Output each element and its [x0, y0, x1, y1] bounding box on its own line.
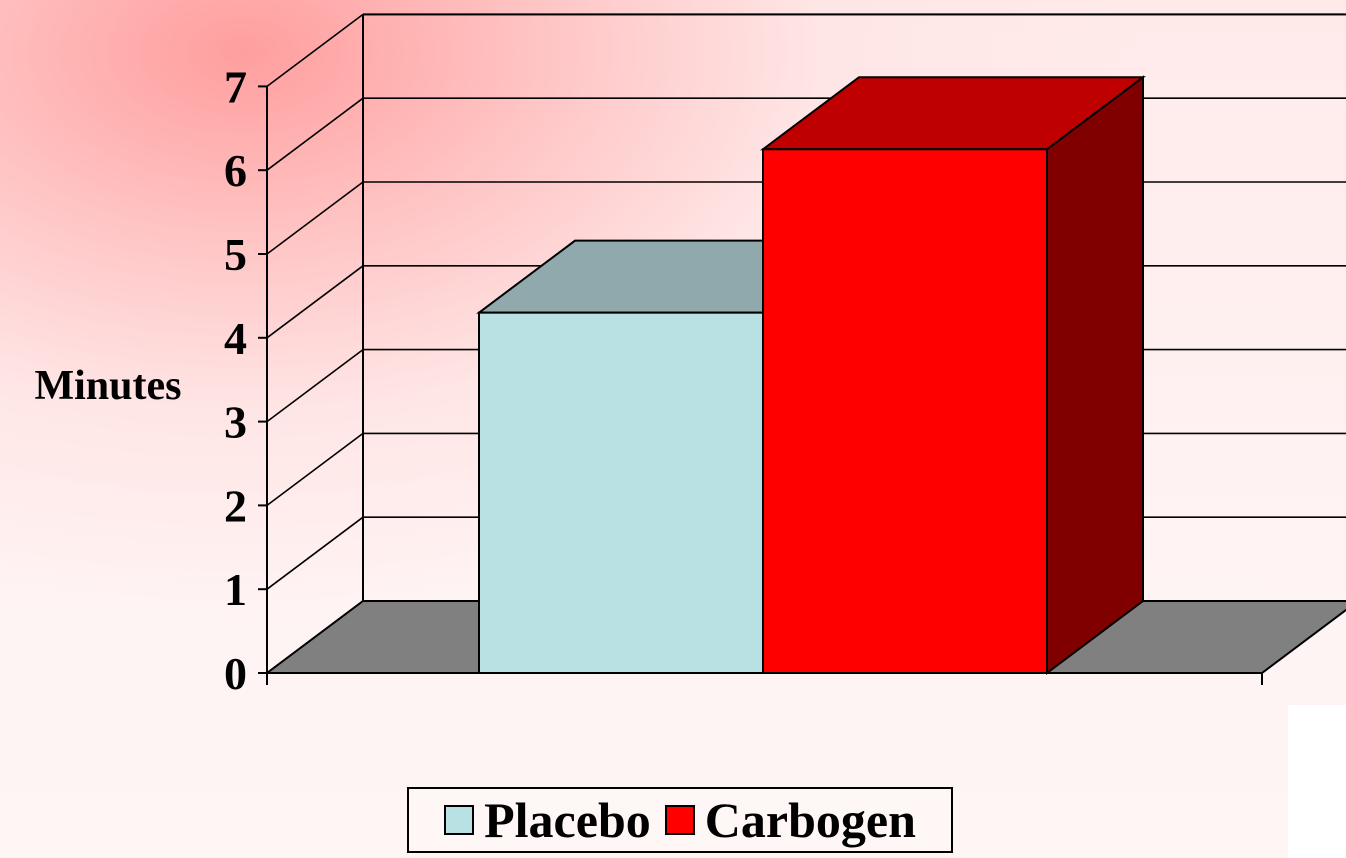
y-tick-label: 0 — [224, 648, 247, 699]
legend-swatch-carbogen — [664, 805, 695, 835]
gridline-diagonal — [266, 432, 364, 507]
legend-item-placebo: Placebo — [444, 795, 651, 845]
legend-label-placebo: Placebo — [484, 792, 651, 848]
y-axis — [258, 85, 1263, 685]
y-tick-label: 2 — [224, 480, 247, 531]
legend-swatch-placebo — [444, 805, 475, 835]
legend-item-carbogen: Carbogen — [664, 792, 916, 848]
y-tick-label: 1 — [224, 564, 247, 615]
legend-label-carbogen: Carbogen — [704, 792, 916, 848]
gridline-diagonal — [266, 265, 364, 339]
gridline-diagonal — [266, 516, 364, 590]
tick-labels: 0 1 2 3 4 5 6 7 — [224, 61, 247, 699]
white-corner-block — [1288, 705, 1346, 858]
gridline-diagonal — [266, 348, 364, 423]
gridline-diagonal — [266, 97, 364, 171]
bar-side-face — [1046, 75, 1144, 675]
y-axis-label: Minutes — [35, 363, 182, 409]
y-tick-label: 7 — [224, 61, 247, 112]
bar-carbogen — [760, 75, 1146, 675]
legend: Placebo Carbogen — [407, 787, 953, 853]
y-tick-label: 5 — [224, 229, 247, 280]
bars — [476, 75, 1146, 675]
gridline-diagonal — [266, 181, 364, 255]
bar-front-face — [478, 311, 764, 674]
y-tick-label: 6 — [224, 145, 247, 196]
y-tick-label: 4 — [224, 313, 247, 364]
y-tick-label: 3 — [224, 397, 247, 448]
bar-front-face — [762, 148, 1048, 674]
gridline-diagonal — [266, 13, 364, 88]
